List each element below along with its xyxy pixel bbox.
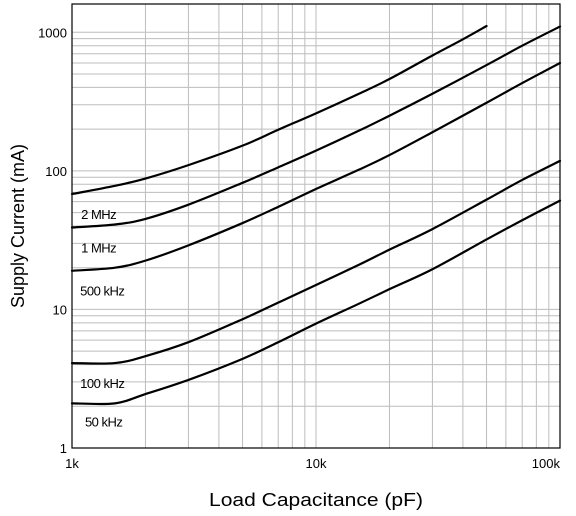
x-tick-label: 1k bbox=[65, 456, 79, 471]
x-tick-labels: 1k 10k 100k bbox=[65, 456, 560, 471]
series-line-4 bbox=[70, 199, 562, 406]
y-axis-title: Supply Current (mA) bbox=[8, 144, 28, 308]
series-line-3 bbox=[70, 159, 562, 365]
series-label-3: 100 kHz bbox=[80, 376, 124, 391]
series-line-1 bbox=[70, 25, 562, 229]
series-lines bbox=[70, 24, 562, 406]
y-tick-label: 100 bbox=[45, 164, 67, 179]
series-labels: 2 MHz 1 MHz 500 kHz 100 kHz 50 kHz bbox=[80, 207, 125, 430]
y-tick-label: 10 bbox=[53, 302, 67, 317]
y-tick-label: 1000 bbox=[38, 25, 67, 40]
series-label-4: 50 kHz bbox=[85, 415, 122, 430]
y-tick-labels: 1 10 100 1000 bbox=[38, 25, 67, 456]
series-line-2 bbox=[70, 61, 562, 272]
x-tick-label: 10k bbox=[306, 456, 327, 471]
plot-frame bbox=[71, 3, 561, 449]
series-label-2: 500 kHz bbox=[80, 283, 124, 298]
x-tick-label: 100k bbox=[532, 456, 561, 471]
series-label-0: 2 MHz bbox=[81, 207, 116, 222]
x-axis-title: Load Capacitance (pF) bbox=[209, 490, 423, 510]
y-tick-label: 1 bbox=[60, 441, 67, 456]
series-line-0 bbox=[70, 24, 488, 196]
series-label-1: 1 MHz bbox=[81, 240, 116, 255]
grid bbox=[72, 4, 560, 448]
